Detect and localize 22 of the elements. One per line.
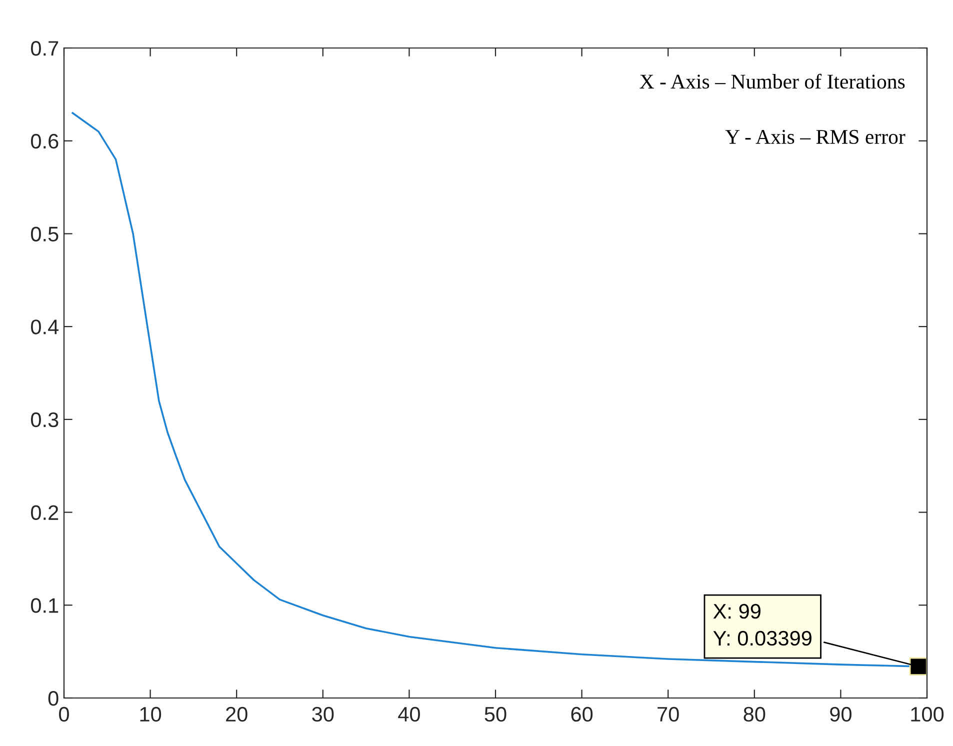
x-tick-label: 90 (830, 706, 852, 722)
x-tick-label: 10 (140, 706, 162, 722)
y-tick-label: 0.7 (30, 41, 58, 56)
y-tick-label: 0 (48, 691, 58, 706)
y-tick-label: 0.1 (30, 598, 58, 613)
annotation: X: 99 Y: 0.03399 (713, 604, 812, 646)
x-tick-label: 20 (226, 706, 248, 722)
y-tick-label: 0.5 (30, 226, 58, 242)
x-tick-label: 40 (398, 706, 420, 722)
x-tick-label: 80 (744, 706, 766, 722)
x-tick-label: 70 (658, 706, 679, 722)
y-tick-label: 0.4 (30, 320, 59, 334)
annotation: Y - Axis – RMS error (725, 130, 906, 144)
x-tick-label: 0 (59, 706, 69, 722)
y-tick-label: 0.2 (30, 505, 58, 520)
x-tick-label: 100 (911, 706, 944, 722)
annotation: X - Axis – Number of Iterations (640, 74, 905, 89)
x-tick-label: 50 (484, 706, 506, 722)
y-tick-label: 0.3 (30, 412, 58, 428)
x-tick-label: 30 (312, 706, 334, 722)
x-tick-label: 60 (571, 706, 593, 722)
y-tick-label: 0.6 (30, 134, 58, 149)
